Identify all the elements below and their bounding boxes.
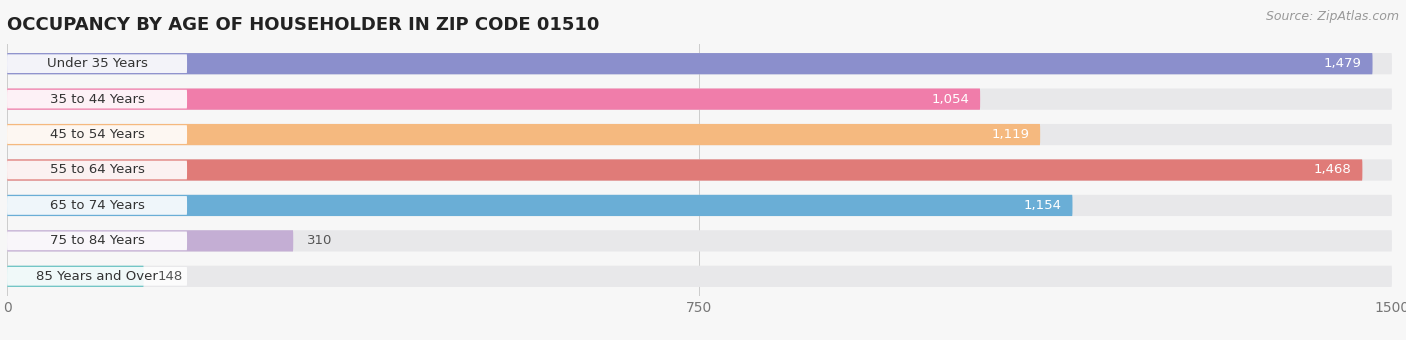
FancyBboxPatch shape: [7, 232, 187, 250]
Text: 35 to 44 Years: 35 to 44 Years: [49, 92, 145, 106]
Text: 310: 310: [307, 234, 332, 248]
Text: 75 to 84 Years: 75 to 84 Years: [49, 234, 145, 248]
Text: Under 35 Years: Under 35 Years: [46, 57, 148, 70]
Text: 1,119: 1,119: [991, 128, 1029, 141]
Text: 148: 148: [157, 270, 183, 283]
FancyBboxPatch shape: [7, 160, 187, 180]
FancyBboxPatch shape: [7, 196, 187, 215]
FancyBboxPatch shape: [7, 124, 1392, 145]
FancyBboxPatch shape: [7, 159, 1392, 181]
Text: 1,054: 1,054: [931, 92, 969, 106]
Text: 1,154: 1,154: [1024, 199, 1062, 212]
Text: OCCUPANCY BY AGE OF HOUSEHOLDER IN ZIP CODE 01510: OCCUPANCY BY AGE OF HOUSEHOLDER IN ZIP C…: [7, 16, 599, 34]
FancyBboxPatch shape: [7, 88, 1392, 110]
FancyBboxPatch shape: [7, 90, 187, 108]
FancyBboxPatch shape: [7, 230, 294, 252]
FancyBboxPatch shape: [7, 230, 1392, 252]
FancyBboxPatch shape: [7, 53, 1372, 74]
Text: 45 to 54 Years: 45 to 54 Years: [49, 128, 145, 141]
FancyBboxPatch shape: [7, 267, 187, 286]
FancyBboxPatch shape: [7, 266, 143, 287]
FancyBboxPatch shape: [7, 124, 1040, 145]
Text: 65 to 74 Years: 65 to 74 Years: [49, 199, 145, 212]
FancyBboxPatch shape: [7, 195, 1073, 216]
FancyBboxPatch shape: [7, 53, 1392, 74]
FancyBboxPatch shape: [7, 54, 187, 73]
Text: Source: ZipAtlas.com: Source: ZipAtlas.com: [1265, 10, 1399, 23]
FancyBboxPatch shape: [7, 125, 187, 144]
FancyBboxPatch shape: [7, 159, 1362, 181]
Text: 1,468: 1,468: [1313, 164, 1351, 176]
Text: 1,479: 1,479: [1323, 57, 1361, 70]
FancyBboxPatch shape: [7, 266, 1392, 287]
FancyBboxPatch shape: [7, 195, 1392, 216]
Text: 85 Years and Over: 85 Years and Over: [37, 270, 157, 283]
FancyBboxPatch shape: [7, 88, 980, 110]
Text: 55 to 64 Years: 55 to 64 Years: [49, 164, 145, 176]
